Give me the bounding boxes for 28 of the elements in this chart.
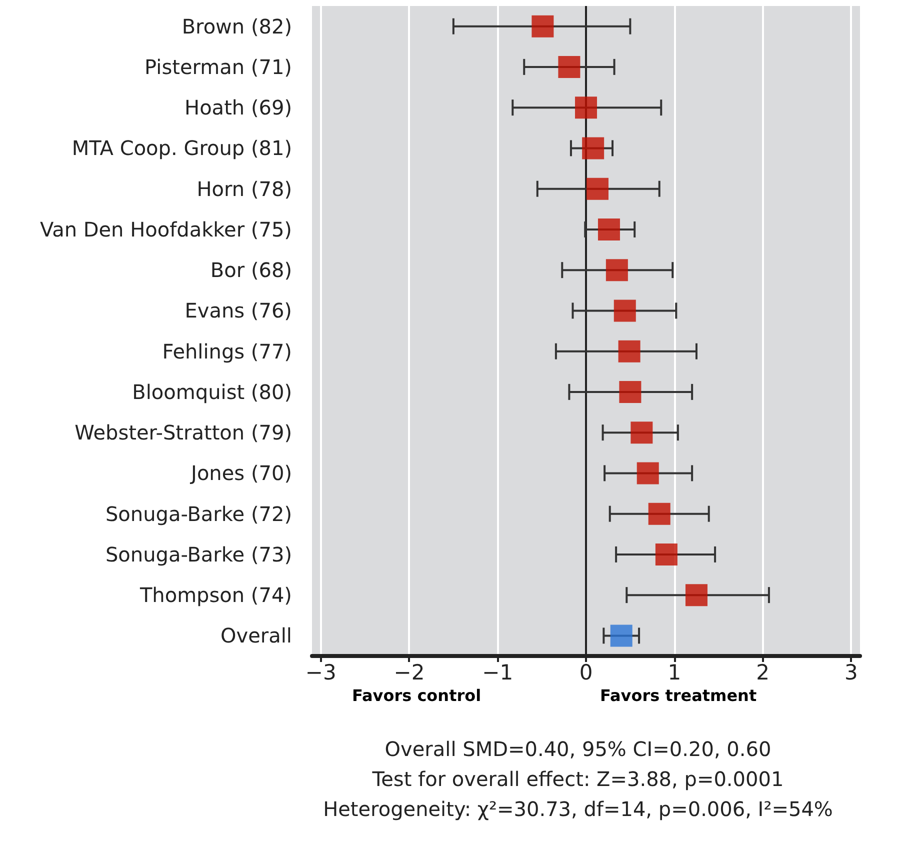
y-tick-label: Brown (82) <box>182 14 292 38</box>
y-tick-label: Horn (78) <box>196 176 292 201</box>
y-tick-label: Fehlings (77) <box>162 339 292 364</box>
y-tick-label: Sonuga-Barke (72) <box>105 502 292 526</box>
x-tick-label: 2 <box>756 660 770 684</box>
y-tick-label: Pisterman (71) <box>144 54 292 79</box>
text: Overall SMD=0.40, 95% CI=0.20, 0.60 <box>384 736 772 763</box>
y-tick-label: Thompson (74) <box>138 583 292 608</box>
y-tick-label: MTA Coop. Group (81) <box>72 136 292 160</box>
y-tick-label: Bloomquist (80) <box>132 380 292 404</box>
y-tick-label: Bor (68) <box>210 258 292 282</box>
x-tick-label: −2 <box>394 660 425 684</box>
y-tick-label: Van Den Hoofdakker (75) <box>40 217 292 242</box>
text: Heterogeneity: χ²=30.73, df=14, p=0.006, I²=54% <box>322 796 834 823</box>
x-tick-label: 1 <box>668 660 682 684</box>
text: Favors control <box>352 686 482 705</box>
y-tick-label: Hoath (69) <box>184 96 292 120</box>
x-tick-label: −1 <box>482 660 514 684</box>
x-tick-label: −3 <box>305 660 336 684</box>
x-tick-label: 3 <box>844 660 858 684</box>
text: Favors treatment <box>600 686 757 705</box>
text: Test for overall effect: Z=3.88, p=0.0001 <box>371 766 785 793</box>
y-tick-label: Sonuga-Barke (73) <box>105 542 292 566</box>
y-tick-label: Overall <box>220 624 292 648</box>
x-tick-label: 0 <box>579 660 593 684</box>
y-tick-label: Jones (70) <box>189 461 292 486</box>
y-tick-label: Webster-Stratton (79) <box>74 420 292 445</box>
y-tick-label: Evans (76) <box>184 298 292 323</box>
